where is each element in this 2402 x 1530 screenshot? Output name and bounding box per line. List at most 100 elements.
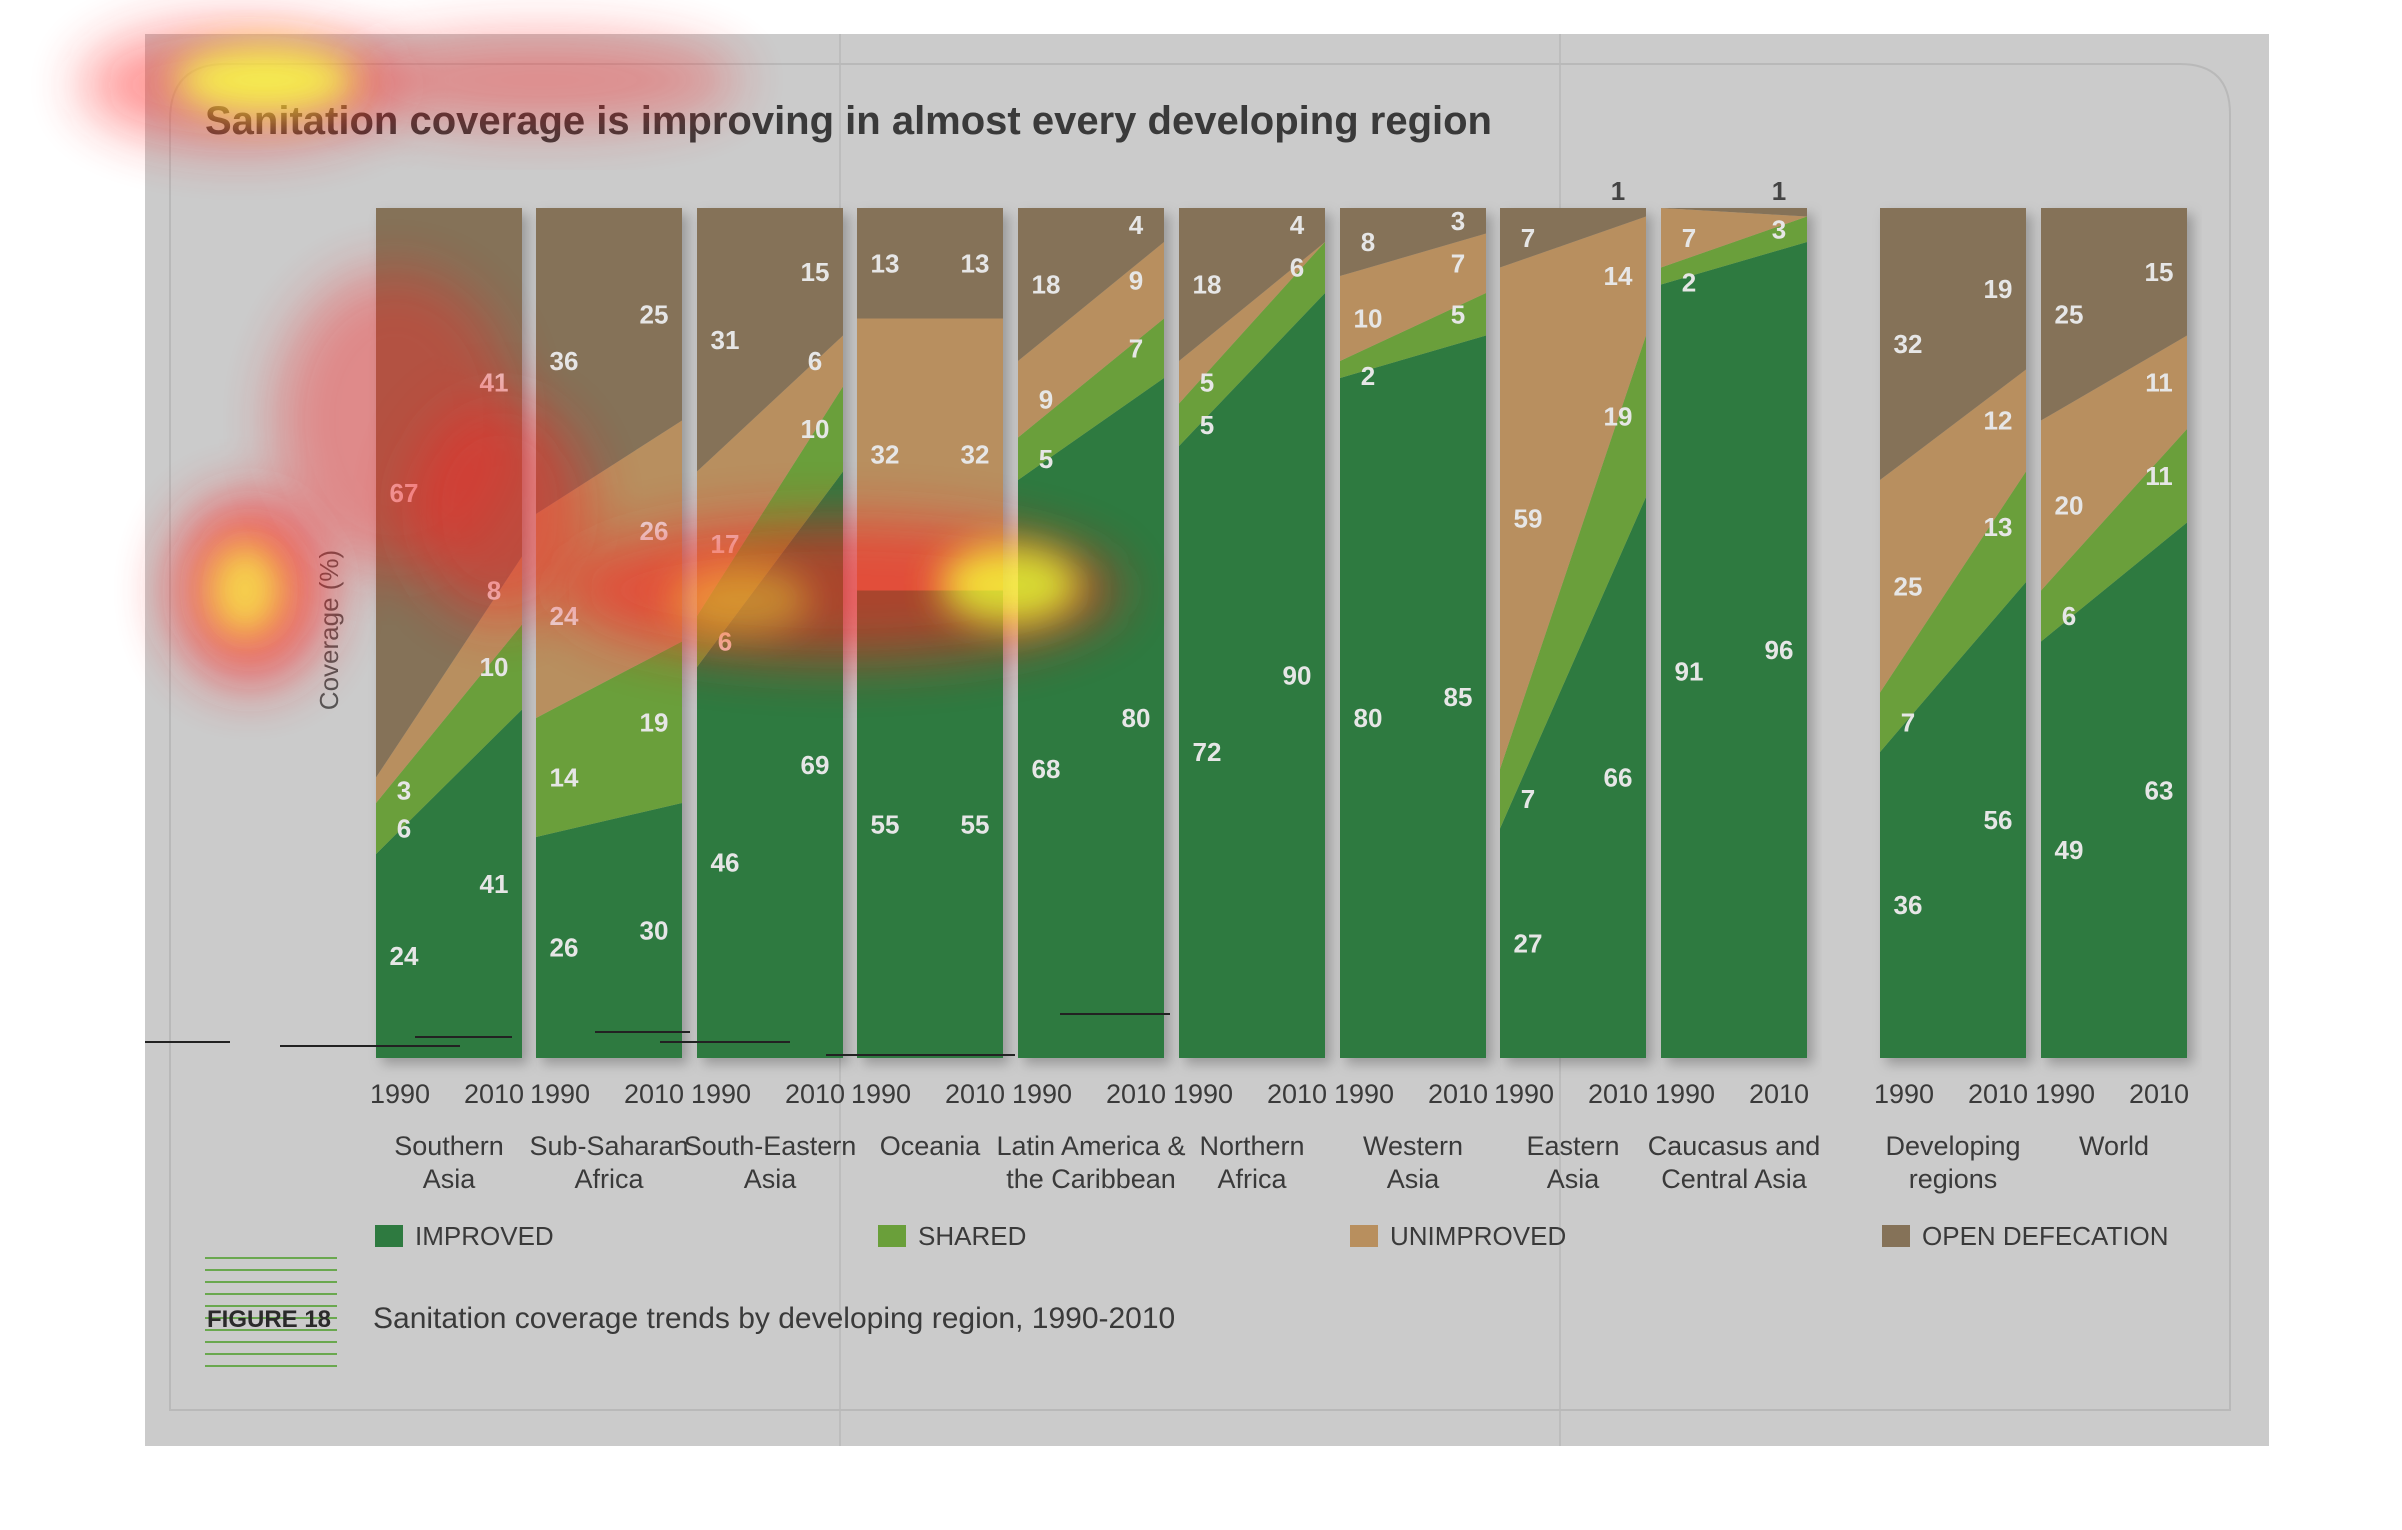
value-label-unimproved-2010: 14: [1604, 261, 1633, 291]
value-label-improved-2010: 80: [1122, 703, 1151, 733]
value-label-shared-1990: 6: [718, 627, 732, 657]
value-label-improved-2010: 30: [640, 916, 669, 946]
value-label-open-defecation-2010: 1: [1772, 176, 1786, 206]
value-label-improved-2010: 63: [2145, 775, 2174, 805]
area-band-improved: [1661, 242, 1807, 1058]
x-tick-label: 2010: [624, 1079, 684, 1109]
x-tick-label: 2010: [1106, 1079, 1166, 1109]
legend-label-improved: IMPROVED: [415, 1221, 554, 1251]
region-label: Africa: [574, 1164, 644, 1194]
value-label-shared-2010: 19: [1604, 401, 1633, 431]
value-label-unimproved-2010: 12: [1984, 406, 2013, 436]
value-label-unimproved-2010: 32: [961, 440, 990, 470]
region-label: Western: [1363, 1131, 1463, 1161]
region-label: Developing: [1885, 1131, 2020, 1161]
value-label-improved-2010: 41: [480, 869, 509, 899]
region-bar: [1500, 208, 1646, 1058]
area-band-open-defecation: [1340, 208, 1486, 276]
area-band-unimproved: [1880, 369, 2026, 693]
value-label-unimproved-2010: 7: [1451, 248, 1465, 278]
value-label-open-defecation-1990: 36: [550, 346, 579, 376]
area-band-shared: [1500, 335, 1646, 829]
region-label: Africa: [1217, 1164, 1287, 1194]
value-label-improved-1990: 80: [1354, 703, 1383, 733]
region-bar: [2041, 208, 2187, 1058]
chart-title: Sanitation coverage is improving in almo…: [205, 99, 1492, 143]
area-band-open-defecation: [857, 208, 1003, 319]
region-bar: [376, 208, 522, 1058]
value-label-shared-1990: 2: [1682, 268, 1696, 298]
value-label-open-defecation-1990: 13: [871, 248, 900, 278]
region-bar: [1179, 208, 1325, 1058]
x-tick-label: 1990: [530, 1079, 590, 1109]
value-label-open-defecation-2010: 4: [1290, 210, 1305, 240]
x-tick-label: 1990: [691, 1079, 751, 1109]
area-band-improved: [1340, 335, 1486, 1058]
value-label-improved-1990: 72: [1193, 737, 1222, 767]
area-band-shared: [1340, 293, 1486, 378]
value-label-improved-1990: 36: [1894, 890, 1923, 920]
area-band-open-defecation: [697, 208, 843, 472]
value-label-improved-2010: 90: [1283, 661, 1312, 691]
area-band-open-defecation: [1500, 208, 1646, 268]
area-band-open-defecation: [1018, 208, 1164, 361]
value-label-shared-2010: 3: [1772, 214, 1786, 244]
value-label-unimproved-1990: 24: [550, 601, 579, 631]
value-label-open-defecation-2010: 3: [1451, 206, 1465, 236]
value-label-open-defecation-1990: 18: [1193, 270, 1222, 300]
value-label-open-defecation-2010: 41: [480, 367, 509, 397]
area-band-improved: [1500, 497, 1646, 1058]
value-label-improved-1990: 91: [1675, 656, 1704, 686]
value-label-open-defecation-1990: 31: [711, 325, 740, 355]
area-band-shared: [1018, 318, 1164, 480]
area-band-unimproved: [1661, 208, 1807, 268]
legend-label-open-defecation: OPEN DEFECATION: [1922, 1221, 2169, 1251]
area-band-improved: [536, 803, 682, 1058]
area-band-shared: [1880, 471, 2026, 752]
region-label: Eastern: [1526, 1131, 1619, 1161]
value-label-unimproved-1990: 9: [1039, 384, 1053, 414]
region-label: Latin America &: [996, 1131, 1185, 1161]
value-label-open-defecation-1990: 67: [390, 478, 419, 508]
figure-label: FIGURE 18: [207, 1306, 331, 1333]
area-band-unimproved: [1179, 242, 1325, 404]
x-tick-label: 2010: [945, 1079, 1005, 1109]
legend-swatch-unimproved: [1350, 1225, 1378, 1247]
region-bar: [857, 208, 1003, 1058]
value-label-improved-2010: 96: [1765, 635, 1794, 665]
value-label-unimproved-1990: 10: [1354, 304, 1383, 334]
value-label-shared-1990: 2: [1361, 361, 1375, 391]
x-tick-label: 2010: [785, 1079, 845, 1109]
value-label-open-defecation-2010: 15: [2145, 257, 2174, 287]
value-label-improved-2010: 69: [801, 750, 830, 780]
value-label-shared-1990: 7: [1901, 707, 1915, 737]
value-label-unimproved-2010: 9: [1129, 265, 1143, 295]
value-label-improved-1990: 46: [711, 848, 740, 878]
value-label-unimproved-1990: 32: [871, 440, 900, 470]
value-label-shared-2010: 10: [480, 652, 509, 682]
value-label-unimproved-2010: 26: [640, 516, 669, 546]
x-tick-label: 2010: [1267, 1079, 1327, 1109]
value-label-shared-1990: 6: [2062, 601, 2076, 631]
value-label-shared-1990: 14: [550, 763, 579, 793]
x-tick-label: 1990: [1012, 1079, 1072, 1109]
area-band-improved: [1880, 582, 2026, 1058]
region-label: Asia: [423, 1164, 477, 1194]
y-axis-label: Coverage (%): [314, 550, 344, 710]
area-band-shared: [2041, 429, 2187, 642]
x-tick-label: 1990: [370, 1079, 430, 1109]
value-label-shared-1990: 7: [1521, 784, 1535, 814]
value-label-open-defecation-2010: 15: [801, 257, 830, 287]
region-bar: [1661, 208, 1807, 1058]
x-tick-label: 1990: [1655, 1079, 1715, 1109]
value-label-unimproved-1990: 59: [1514, 503, 1543, 533]
value-label-unimproved-2010: 6: [808, 346, 822, 376]
area-band-shared: [1179, 242, 1325, 446]
area-band-improved: [1179, 293, 1325, 1058]
area-band-open-defecation: [1179, 208, 1325, 361]
x-tick-label: 2010: [2129, 1079, 2189, 1109]
area-band-unimproved: [1018, 242, 1164, 438]
value-label-open-defecation-2010: 13: [961, 248, 990, 278]
region-label: Asia: [1547, 1164, 1601, 1194]
x-tick-label: 1990: [1494, 1079, 1554, 1109]
